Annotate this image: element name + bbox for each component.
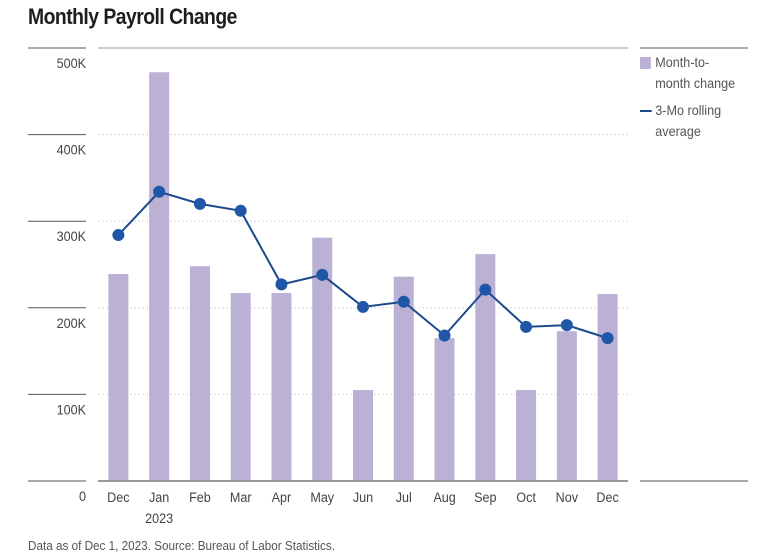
bar [434,338,455,481]
bar [271,293,292,481]
line-point [601,332,614,345]
line-point [234,204,247,217]
x-tick-label: Apr [272,489,292,505]
grid-layer [98,47,628,395]
y-tick-label: 400K [57,142,87,158]
legend-item-rolling-average: 3-Mo rolling average [640,100,757,142]
x-tick-label: Nov [556,489,579,505]
x-tick-sublabel: 2023 [145,510,173,526]
x-tick-label: Sep [474,489,496,505]
x-tick-label: May [310,489,334,505]
bar [516,390,537,481]
legend-label: month change [655,75,736,91]
line-point [316,268,329,281]
x-tick-label: Dec [596,489,619,505]
bar [475,254,496,481]
bar [393,276,414,481]
bar [597,293,618,481]
bar [556,331,577,481]
bar [312,237,333,481]
legend-label: Month-to- [655,54,710,70]
bar [230,293,251,481]
legend-label: average [655,123,701,139]
line-point [153,185,166,198]
y-tick-label: 200K [57,315,87,331]
line-layer [112,185,614,345]
x-tick-label: Jun [353,489,373,505]
bar-layer [108,72,618,482]
line-point [520,320,533,333]
x-tick-label: Aug [433,489,455,505]
line-point [438,329,451,342]
y-tick-label: 100K [57,402,87,418]
y-tick-label: 0 [79,488,86,504]
line-point [275,278,288,291]
bar [149,72,170,482]
legend-label: 3-Mo rolling [655,102,722,118]
axis-layer: 0 100K 200K 300K 400K 500K Dec Jan 2023 Feb Mar Apr… [28,47,748,526]
x-tick-label: Oct [516,489,536,505]
bar [353,390,373,481]
line-point [357,300,369,313]
line-point [560,319,573,332]
line-point [112,229,125,242]
x-tick-label: Mar [230,489,252,505]
chart-title: Monthly Payroll Change [28,4,237,29]
bar-swatch-icon [640,57,651,69]
line-point [193,197,206,210]
x-tick-label: Dec [107,489,130,505]
y-tick-label: 300K [57,229,87,245]
legend: Month-to- month change 3-Mo rolling aver… [640,52,757,148]
x-tick-label: Feb [189,489,211,505]
line-swatch-icon [640,110,652,112]
bar [108,274,129,481]
x-tick-label: Jan [149,489,169,505]
source-footnote: Data as of Dec 1, 2023. Source: Bureau o… [28,538,335,553]
x-tick-label: Jul [396,489,412,505]
bar [189,266,210,481]
line-point [397,295,410,308]
legend-item-monthly-change: Month-to- month change [640,52,757,94]
y-tick-label: 500K [57,55,87,71]
line-point [479,283,492,296]
